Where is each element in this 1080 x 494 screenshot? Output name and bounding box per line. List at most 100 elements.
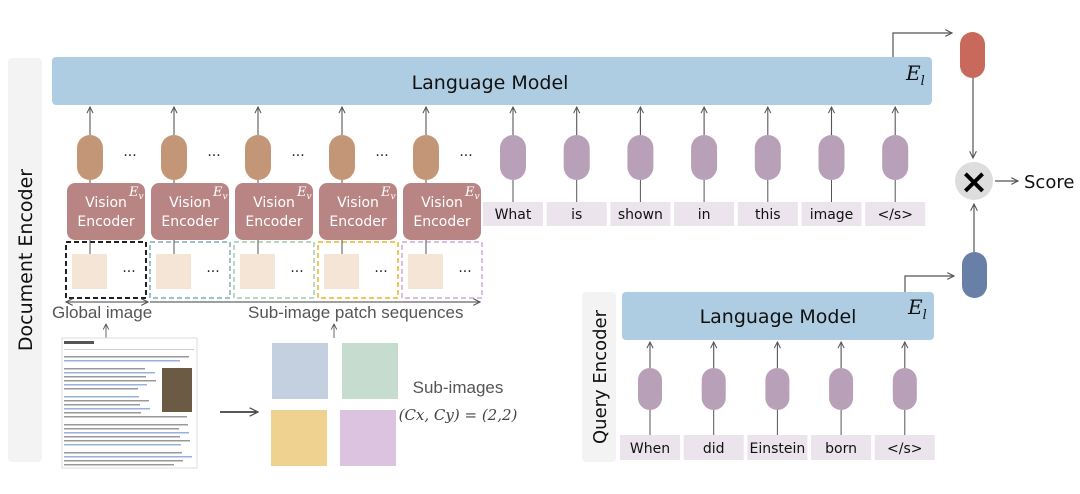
query-token-box [811,435,872,460]
score-label: Score [1024,172,1074,193]
patch-ellipsis: ··· [122,264,135,280]
vision-encoder-label: Encoder [245,214,302,230]
text-token-box [546,202,607,226]
doc-embedding [960,32,985,78]
sub-images-label: Sub-images [413,378,504,397]
vision-token [413,135,439,180]
dot-product-node [955,162,993,200]
doc-text-line [64,360,180,362]
query-language-model [622,292,934,340]
query-token-box [747,435,808,460]
doc-text-line [64,444,181,446]
doc-text-line [64,384,147,386]
vision-encoder [319,183,397,240]
vision-encoder [235,183,313,240]
vision-encoder-label: Encoder [161,214,218,230]
text-token-label: What [495,207,532,223]
query-token-box [683,435,744,460]
doc-language-model [52,57,932,105]
text-token-label: is [571,207,582,223]
vision-encoder [403,183,481,240]
doc-text-line [64,416,187,418]
doc-lm-symbol: El [905,61,925,89]
vision-encoder-label: Vision [421,195,463,211]
image-patch [156,254,191,289]
query-embedding-arrow [904,276,954,292]
query-token-box [620,435,680,460]
image-patch [72,254,107,289]
text-token-box [801,202,862,226]
doc-embedding-arrow [892,33,952,57]
text-token [627,135,654,180]
query-token [765,368,790,410]
vision-token [161,135,187,180]
sub-image-1 [272,343,328,399]
token-ellipsis: ··· [459,148,472,164]
token-ellipsis: ··· [291,148,304,164]
text-token-box [865,202,926,226]
text-token-label: in [698,207,711,223]
sub-images-formula: (Cx, Cy) = (2,2) [399,406,518,424]
text-token-label: shown [618,207,663,223]
query-token-label: did [703,441,725,457]
patch-ellipsis: ··· [374,264,387,280]
vision-encoder-label: Vision [85,195,127,211]
query-token [829,368,854,410]
document-encoder-panel [8,58,42,462]
query-token [638,368,662,410]
query-language-model-label: Language Model [700,306,857,328]
text-token-label: </s> [877,207,912,223]
doc-text-line [64,432,189,434]
text-token [754,135,781,180]
doc-text-line [64,388,138,390]
doc-text-line [64,368,145,370]
query-encoder-label: Query Encoder [590,309,611,444]
doc-text-line [64,408,150,410]
vision-encoder [151,183,229,240]
text-token-label: this [755,207,781,223]
vision-encoder-label: Encoder [77,214,134,230]
vision-encoder-label: Encoder [413,214,470,230]
doc-text-line [64,356,189,358]
doc-text-line [64,380,156,382]
doc-text-line [64,404,140,406]
text-token [882,135,909,180]
doc-text-line [64,460,183,462]
patch-ellipsis: ··· [458,264,471,280]
doc-text-line [64,464,174,466]
vision-encoder-label: Encoder [329,214,386,230]
doc-text-line [64,436,180,438]
image-patch [324,254,359,289]
vision-encoder-label: Vision [337,195,379,211]
global-image-label: Global image [52,303,152,322]
doc-text-line [64,376,146,378]
query-token-box [874,435,935,460]
token-ellipsis: ··· [375,148,388,164]
query-token-label: </s> [887,441,922,457]
sub-image-2 [342,343,398,399]
query-token-label: Einstein [750,441,806,457]
patch-ellipsis: ··· [290,264,303,280]
doc-text-line [64,396,139,398]
document-encoder-label: Document Encoder [15,169,37,351]
text-token [691,135,718,180]
doc-text-line [64,400,149,402]
doc-text-line [64,452,182,454]
document-thumbnail [61,337,198,469]
vision-token [77,135,103,180]
text-token-box [483,202,543,226]
token-ellipsis: ··· [123,148,136,164]
vision-encoder [67,183,145,240]
text-token [563,135,590,180]
patch-sequence-box [149,241,231,299]
query-token [701,368,726,410]
doc-text-line [64,428,179,430]
image-patch [408,254,443,289]
vision-encoder-symbol: Ev [296,185,312,202]
vision-token [329,135,355,180]
patch-ellipsis: ··· [206,264,219,280]
query-token-label: born [825,441,857,457]
text-token-box [737,202,798,226]
vision-encoder-symbol: Ev [212,185,228,202]
